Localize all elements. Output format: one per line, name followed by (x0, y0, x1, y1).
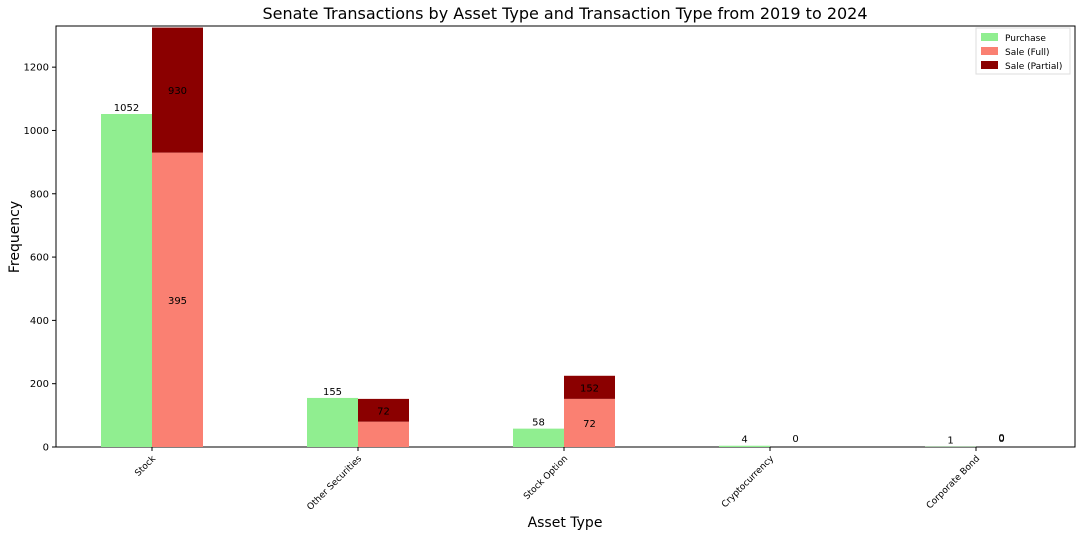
x-tick-label: Other Securities (306, 454, 365, 513)
legend: Purchase Sale (Full) Sale (Partial) (975, 27, 1071, 75)
y-tick-label: 200 (30, 379, 49, 390)
data-label: 0 (998, 434, 1004, 445)
bar-purchase (101, 113, 152, 447)
data-label: 0 (792, 434, 798, 445)
data-label: 930 (168, 86, 187, 97)
legend-swatch (981, 61, 998, 69)
data-label: 395 (168, 296, 187, 307)
data-label: 155 (323, 387, 342, 398)
x-tick-label: Corporate Bond (925, 454, 982, 511)
legend-label: Sale (Full) (1005, 48, 1050, 58)
data-label: 72 (377, 406, 390, 417)
bar-sale-full (564, 398, 615, 447)
data-label: 1 (947, 436, 953, 447)
legend-label: Sale (Partial) (1005, 62, 1062, 72)
data-label: 1052 (114, 103, 139, 114)
data-label: 0 (998, 433, 1004, 444)
bar-sale-full (152, 152, 203, 447)
y-tick-label: 1200 (24, 63, 49, 74)
bar-sale-partial (564, 375, 615, 399)
x-tick-label: Cryptocurrency (720, 454, 777, 511)
legend-label: Purchase (1005, 34, 1046, 44)
data-label: 72 (583, 419, 596, 430)
y-tick-label: 1000 (24, 126, 49, 137)
bar-sale-partial (152, 27, 203, 153)
y-tick-label: 400 (30, 316, 49, 327)
data-label: 4 (741, 435, 747, 446)
y-tick-label: 0 (43, 443, 49, 454)
legend-swatch (981, 33, 998, 41)
bar-purchase (307, 397, 358, 447)
y-tick-label: 800 (30, 189, 49, 200)
legend-swatch (981, 47, 998, 55)
bar-purchase (513, 428, 564, 447)
data-label: 152 (580, 383, 599, 394)
bar-sale-partial (358, 398, 409, 422)
bar-purchase (719, 445, 770, 447)
chart-title: Senate Transactions by Asset Type and Tr… (262, 4, 867, 23)
x-tick-label: Stock Option (522, 454, 570, 502)
x-axis-label: Asset Type (528, 515, 603, 531)
x-tick-label: Stock (133, 454, 158, 479)
y-axis-label: Frequency (7, 201, 23, 273)
data-label: 58 (532, 418, 545, 429)
y-tick-label: 600 (30, 253, 49, 264)
bar-sale-full (358, 421, 409, 447)
